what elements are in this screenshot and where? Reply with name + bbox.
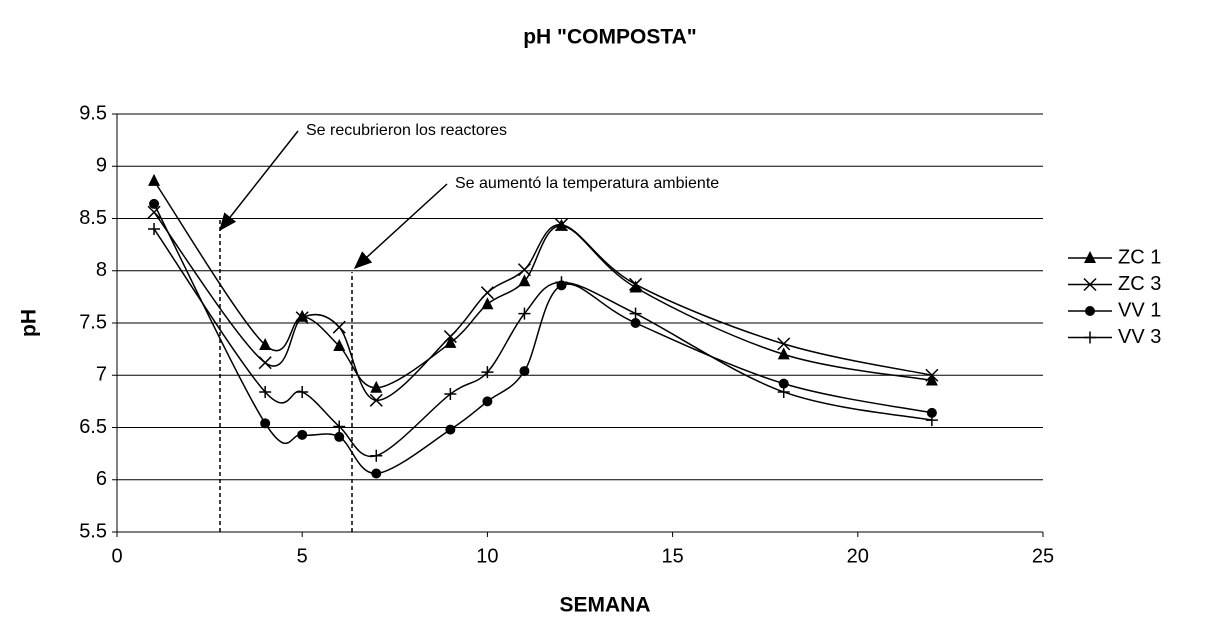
marker <box>334 431 345 442</box>
marker <box>148 173 161 186</box>
annotation: Se recubrieron los reactores <box>306 122 507 139</box>
marker <box>297 429 308 440</box>
marker <box>259 385 272 398</box>
marker <box>517 263 531 277</box>
y-tick-label: 9 <box>96 155 107 177</box>
marker <box>371 468 382 479</box>
marker <box>445 424 456 435</box>
x-tick-label: 15 <box>661 545 683 567</box>
marker <box>925 373 938 386</box>
marker <box>1083 277 1097 292</box>
marker <box>1084 331 1096 344</box>
y-tick-label: 5.5 <box>79 520 107 542</box>
y-tick-label: 6 <box>96 468 107 490</box>
marker <box>777 385 790 398</box>
series-line <box>153 211 933 402</box>
y-axis-label: pH <box>18 309 41 337</box>
marker <box>296 309 309 322</box>
marker <box>258 356 272 370</box>
legend-label: VV 3 <box>1118 326 1161 348</box>
series-line <box>153 203 933 475</box>
marker <box>332 320 346 334</box>
marker <box>777 337 791 351</box>
marker <box>926 407 937 418</box>
x-axis-label: SEMANA <box>559 594 650 617</box>
marker <box>777 347 790 360</box>
marker <box>481 366 494 379</box>
marker <box>444 335 457 348</box>
series-line <box>153 228 933 458</box>
marker <box>148 222 161 235</box>
marker <box>482 396 493 407</box>
marker <box>333 338 346 351</box>
marker <box>149 198 160 209</box>
y-tick-label: 7.5 <box>79 311 107 333</box>
marker <box>629 280 642 293</box>
marker <box>370 380 383 393</box>
y-tick-label: 8.5 <box>79 207 107 229</box>
x-tick-label: 0 <box>111 545 122 567</box>
legend-label: ZC 1 <box>1118 246 1161 268</box>
marker <box>443 330 457 344</box>
annotation: Se aumentó la temperatura ambiente <box>455 175 719 192</box>
marker <box>555 276 568 289</box>
legend-label: ZC 3 <box>1118 273 1161 295</box>
x-tick-label: 10 <box>476 545 498 567</box>
annotation-arrow <box>353 183 448 270</box>
marker <box>480 286 494 300</box>
marker <box>295 311 309 325</box>
marker <box>925 414 938 427</box>
marker <box>1084 251 1096 263</box>
marker <box>260 418 271 429</box>
x-tick-label: 5 <box>297 545 308 567</box>
marker <box>518 274 531 287</box>
series-line <box>153 180 933 389</box>
marker <box>1085 306 1095 316</box>
marker <box>554 218 569 232</box>
marker <box>147 205 161 219</box>
y-tick-label: 6.5 <box>79 416 107 438</box>
marker <box>629 277 643 291</box>
marker <box>259 337 272 350</box>
y-tick-label: 7 <box>96 364 107 386</box>
marker <box>778 378 789 389</box>
marker <box>925 368 939 382</box>
legend-label: VV 1 <box>1118 299 1161 321</box>
marker <box>333 420 346 433</box>
marker <box>481 297 494 310</box>
marker <box>519 366 530 377</box>
chart-title: pH "COMPOSTA" <box>523 26 697 49</box>
x-tick-label: 20 <box>847 545 869 567</box>
y-tick-label: 8 <box>96 259 107 281</box>
marker <box>444 388 457 401</box>
marker <box>630 318 641 328</box>
x-tick-label: 25 <box>1032 545 1054 567</box>
annotation-arrow <box>219 130 299 232</box>
marker <box>518 307 531 320</box>
marker <box>370 449 383 462</box>
marker <box>369 393 383 407</box>
y-tick-label: 9.5 <box>79 102 107 124</box>
marker <box>629 307 642 320</box>
marker <box>296 385 309 398</box>
